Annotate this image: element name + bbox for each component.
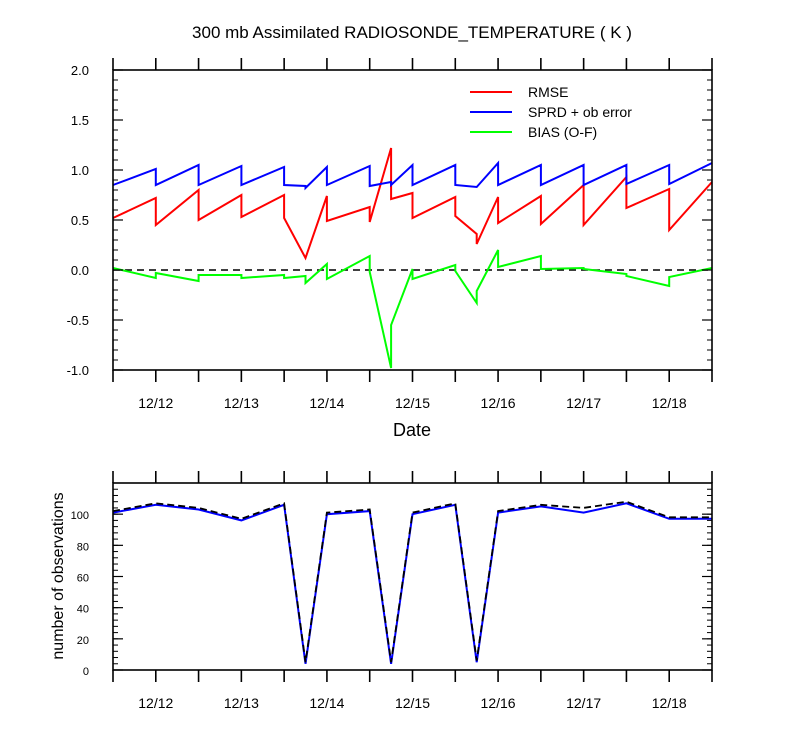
top-x-tick-label: 12/12 <box>138 395 173 411</box>
bottom-y-tick-label: 20 <box>77 635 89 647</box>
top-y-tick-label: 2.0 <box>71 63 89 78</box>
bottom-y-tick-label: 0 <box>83 666 89 678</box>
series-line-rmse <box>112 147 713 261</box>
y-axis-label: number of observations <box>50 492 67 659</box>
bottom-x-tick-label: 12/16 <box>481 695 516 711</box>
bottom-y-tick-label: 80 <box>77 541 89 553</box>
top-x-tick-label: 12/15 <box>395 395 430 411</box>
bottom-x-tick-label: 12/13 <box>224 695 259 711</box>
top-y-tick-label: 0.0 <box>71 263 89 278</box>
bottom-x-tick-label: 12/17 <box>566 695 601 711</box>
series-lines <box>112 147 713 369</box>
series-line-sprd-ob-error <box>112 160 713 191</box>
bottom-x-tick-label: 12/15 <box>395 695 430 711</box>
observation-series-lines <box>112 500 712 664</box>
bottom-y-tick-label: 40 <box>77 604 89 616</box>
top-y-tick-label: -0.5 <box>67 313 89 328</box>
top-x-tick-label: 12/18 <box>652 395 687 411</box>
x-axis-label: Date <box>393 420 431 440</box>
chart-title: 300 mb Assimilated RADIOSONDE_TEMPERATUR… <box>192 23 632 42</box>
rmse-bias-chart: 300 mb Assimilated RADIOSONDE_TEMPERATUR… <box>67 23 713 440</box>
top-x-tick-label: 12/13 <box>224 395 259 411</box>
bottom-x-tick-label: 12/12 <box>138 695 173 711</box>
top-y-tick-label: 0.5 <box>71 213 89 228</box>
series-line-possible-observations <box>112 500 712 663</box>
legend-label-rmse: RMSE <box>528 84 568 100</box>
bottom-y-tick-label: 100 <box>71 510 89 522</box>
bottom-y-tick-label: 60 <box>77 573 89 585</box>
series-line-assimilated-observations <box>112 502 712 664</box>
legend-label-sprd-ob-error: SPRD + ob error <box>528 104 632 120</box>
top-y-tick-label: 1.5 <box>71 113 89 128</box>
top-x-tick-label: 12/14 <box>309 395 344 411</box>
legend-label-bias-o-f: BIAS (O-F) <box>528 124 597 140</box>
bottom-axes: 0 20 40 60 80 100 12/12 12/13 12/14 12/15 12/16 12/… <box>71 471 713 711</box>
legend: RMSE SPRD + ob error BIAS (O-F) <box>470 84 632 140</box>
series-line-bias-o-f <box>112 249 713 369</box>
observation-count-chart: 0 20 40 60 80 100 12/12 12/13 12/14 12/15 12/16 12/… <box>50 471 713 711</box>
top-x-tick-label: 12/16 <box>481 395 516 411</box>
bottom-x-tick-label: 12/14 <box>309 695 344 711</box>
top-axes: -1.0 -0.5 0.0 0.5 1.0 1.5 2.0 12/12 12/13 12/14 12… <box>67 58 713 411</box>
top-y-tick-label: 1.0 <box>71 163 89 178</box>
bottom-x-tick-label: 12/18 <box>652 695 687 711</box>
top-y-tick-label: -1.0 <box>67 363 89 378</box>
top-x-tick-label: 12/17 <box>566 395 601 411</box>
